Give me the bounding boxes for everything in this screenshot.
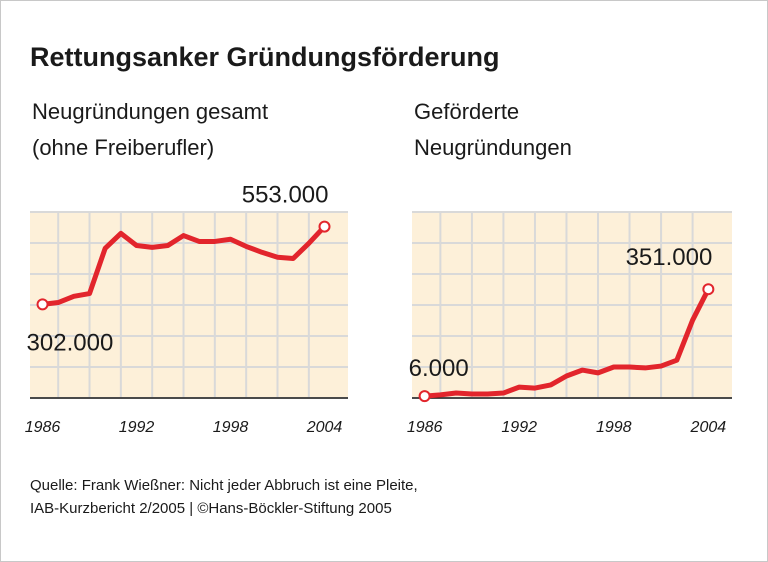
x-tick-label: 2004 [690, 419, 727, 436]
x-tick-label: 1998 [596, 419, 632, 436]
value-label: 6.000 [409, 355, 469, 382]
subtitle: (ohne Freiberufler) [32, 135, 214, 160]
subtitle: Neugründungen [414, 135, 572, 160]
x-tick-label: 1986 [25, 419, 61, 436]
subtitle: Neugründungen gesamt [32, 99, 268, 124]
line [40, 224, 328, 307]
x-tick-label: 1986 [407, 419, 443, 436]
line [422, 286, 711, 399]
x-tick-label: 1992 [119, 419, 155, 436]
source: IAB-Kurzbericht 2/2005 | ©Hans-Böckler-S… [30, 500, 392, 517]
x-tick-label: 1992 [501, 419, 537, 436]
subtitle: Geförderte [414, 99, 519, 124]
title: Rettungsanker Gründungsförderung [30, 42, 500, 72]
value-label: 302.000 [27, 329, 114, 356]
x-tick-label: 1998 [213, 419, 249, 436]
value-label: 351.000 [626, 244, 713, 271]
end-point [318, 220, 331, 233]
end-point [418, 390, 431, 403]
x-tick-label: 2004 [306, 419, 343, 436]
value-label: 553.000 [242, 182, 329, 209]
end-point [36, 298, 49, 311]
source: Quelle: Frank Wießner: Nicht jeder Abbru… [30, 477, 418, 494]
end-point [702, 283, 715, 296]
